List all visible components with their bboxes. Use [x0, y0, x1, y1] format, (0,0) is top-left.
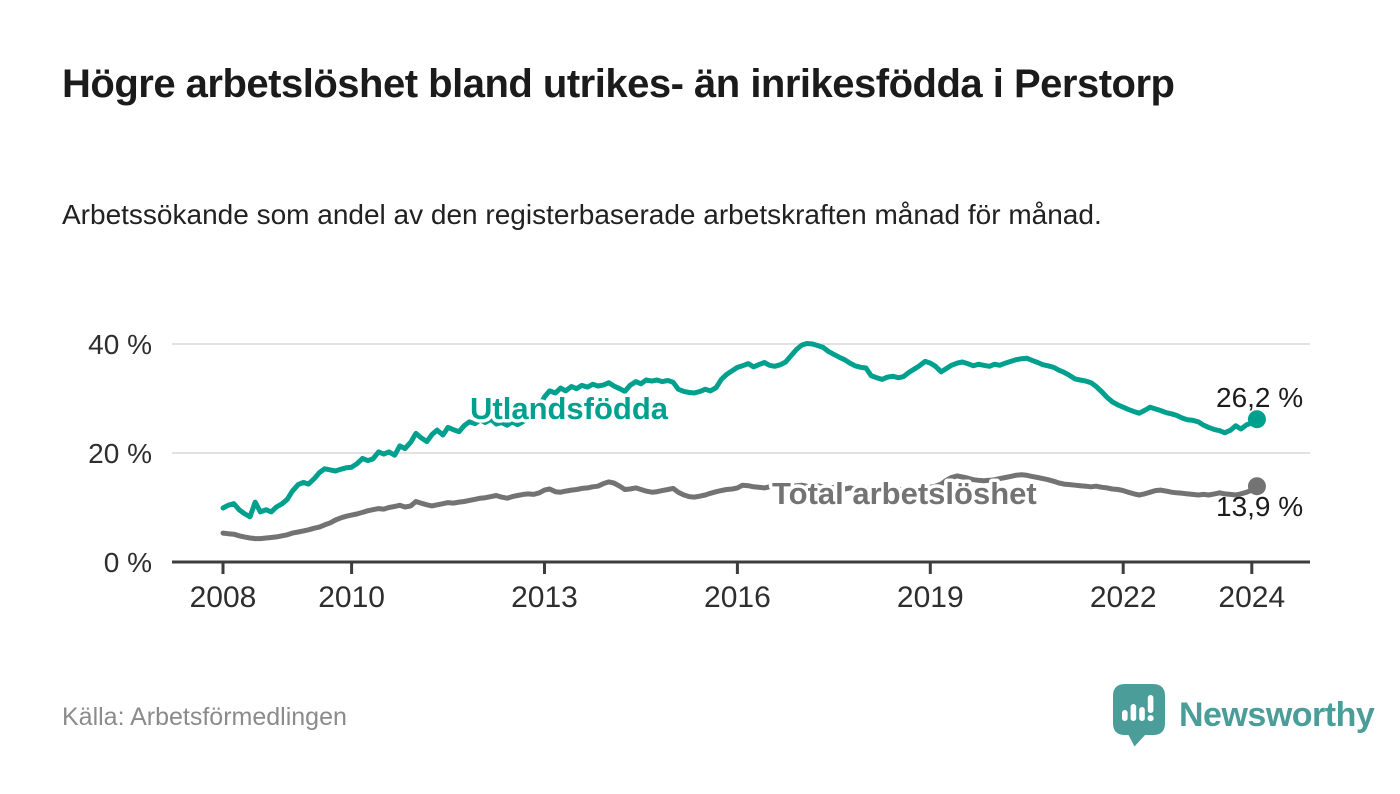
- series-end-dot-1: [1247, 477, 1266, 496]
- x-tick-label: 2016: [704, 581, 771, 614]
- chart-subtitle: Arbetssökande som andel av den registerb…: [62, 199, 1102, 230]
- source-label: Källa: Arbetsförmedlingen: [62, 703, 347, 731]
- page-title: Högre arbetslöshet bland utrikes- än inr…: [62, 62, 1175, 106]
- x-tick-label: 2010: [318, 581, 385, 614]
- x-tick-label: 2008: [190, 581, 257, 614]
- y-tick-label: 40 %: [88, 329, 152, 360]
- newsworthy-logo-icon: [1113, 684, 1165, 747]
- series-line-1: [220, 472, 1260, 542]
- x-tick-label: 2013: [511, 581, 578, 614]
- series-end-value-1: 13,9 %: [1216, 491, 1303, 522]
- series-end-dot-0: [1247, 410, 1266, 429]
- series-label-1: Total arbetslöshet: [772, 476, 1037, 511]
- x-tick-label: 2022: [1090, 581, 1157, 614]
- y-tick-label: 20 %: [88, 438, 152, 469]
- newsworthy-logo: Newsworthy: [1112, 684, 1375, 747]
- series-line-0: [220, 341, 1260, 520]
- line-chart: 2008 2010 2013 2016 2019 2022 2024 0 % 20 % 40 % U…: [0, 320, 1400, 620]
- y-tick-label: 0 %: [104, 547, 152, 578]
- series-end-value-0: 26,2 %: [1216, 382, 1303, 413]
- x-tick-label: 2019: [897, 581, 964, 614]
- series-label-0: Utlandsfödda: [470, 391, 669, 426]
- line-chart-canvas: 2008 2010 2013 2016 2019 2022 2024 0 % 20 % 40 % U…: [88, 329, 1310, 614]
- x-tick-label: 2024: [1218, 581, 1285, 614]
- newsworthy-logo-text: Newsworthy: [1179, 695, 1375, 734]
